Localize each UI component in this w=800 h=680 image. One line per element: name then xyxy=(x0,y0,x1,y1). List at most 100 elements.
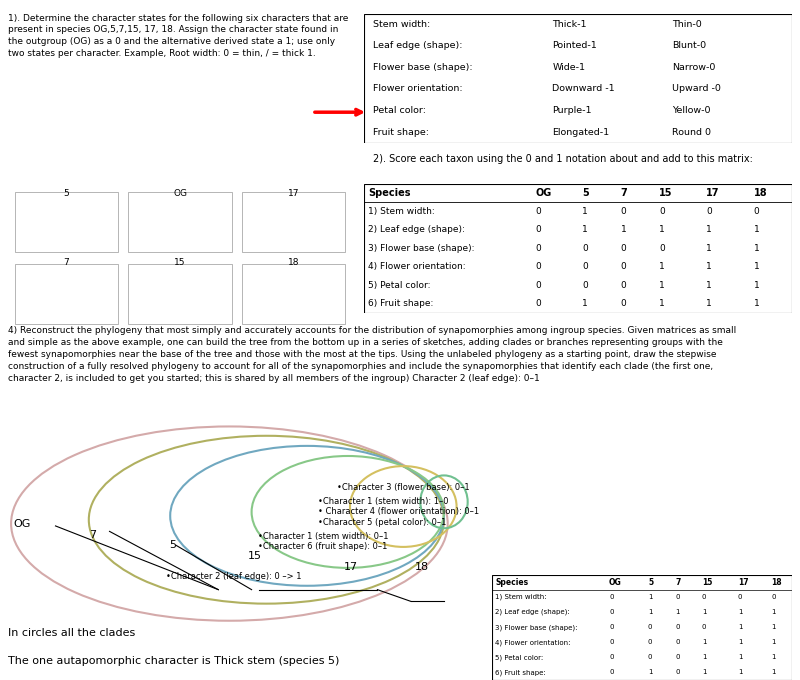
Text: Upward -0: Upward -0 xyxy=(672,84,721,93)
Text: 0: 0 xyxy=(659,243,665,253)
Text: 6) Fruit shape:: 6) Fruit shape: xyxy=(495,669,546,676)
Bar xyxy=(15,264,118,324)
Text: 1: 1 xyxy=(659,281,665,290)
Text: 1) Stem width:: 1) Stem width: xyxy=(495,594,546,600)
Text: OG: OG xyxy=(535,188,551,198)
Text: 1: 1 xyxy=(771,654,775,660)
Text: 18: 18 xyxy=(288,258,299,267)
Text: 0: 0 xyxy=(621,243,626,253)
Text: 0: 0 xyxy=(771,594,775,600)
Text: Pointed-1: Pointed-1 xyxy=(552,41,597,50)
Text: •Character 1 (stem width): 1–0: •Character 1 (stem width): 1–0 xyxy=(318,497,449,507)
Text: 0: 0 xyxy=(648,654,653,660)
Text: 3) Flower base (shape):: 3) Flower base (shape): xyxy=(368,243,474,253)
Text: 1: 1 xyxy=(754,281,759,290)
Text: 1: 1 xyxy=(621,225,626,234)
Text: 0: 0 xyxy=(702,624,706,630)
Text: 2) Leaf edge (shape):: 2) Leaf edge (shape): xyxy=(368,225,465,234)
Text: 0: 0 xyxy=(621,262,626,271)
Text: 0: 0 xyxy=(702,594,706,600)
Text: 15: 15 xyxy=(659,188,673,198)
Text: 0: 0 xyxy=(675,594,679,600)
Text: 0: 0 xyxy=(609,654,614,660)
Text: 1: 1 xyxy=(582,299,588,308)
Text: 5: 5 xyxy=(648,577,653,587)
Text: •Character 3 (flower base): 0–1: •Character 3 (flower base): 0–1 xyxy=(337,483,470,492)
Text: The one autapomorphic character is Thick stem (species 5): The one autapomorphic character is Thick… xyxy=(8,656,339,666)
Text: Thin-0: Thin-0 xyxy=(672,20,702,29)
Text: 1: 1 xyxy=(702,609,706,615)
Text: Wide-1: Wide-1 xyxy=(552,63,586,72)
Text: 0: 0 xyxy=(675,624,679,630)
Text: 6) Fruit shape:: 6) Fruit shape: xyxy=(368,299,434,308)
Text: 0: 0 xyxy=(675,639,679,645)
Text: Fruit shape:: Fruit shape: xyxy=(373,128,429,137)
Text: 0: 0 xyxy=(621,299,626,308)
Text: 1: 1 xyxy=(706,281,712,290)
Text: 1: 1 xyxy=(706,243,712,253)
Text: 0: 0 xyxy=(535,299,541,308)
Text: 0: 0 xyxy=(706,207,712,216)
Text: 1: 1 xyxy=(754,299,759,308)
Text: 2). Score each taxon using the 0 and 1 notation about and add to this matrix:: 2). Score each taxon using the 0 and 1 n… xyxy=(373,154,753,164)
Text: 1: 1 xyxy=(648,609,653,615)
Text: 1: 1 xyxy=(702,654,706,660)
Text: 0: 0 xyxy=(609,639,614,645)
Bar xyxy=(15,192,118,252)
Text: Yellow-0: Yellow-0 xyxy=(672,106,710,115)
Text: 17: 17 xyxy=(738,577,749,587)
Text: 0: 0 xyxy=(582,262,588,271)
Text: 1: 1 xyxy=(771,670,775,675)
Text: 7: 7 xyxy=(89,530,96,540)
Text: 0: 0 xyxy=(675,670,679,675)
Bar xyxy=(242,192,345,252)
Text: 17: 17 xyxy=(706,188,720,198)
Text: 1: 1 xyxy=(702,639,706,645)
Text: Round 0: Round 0 xyxy=(672,128,711,137)
Text: 1: 1 xyxy=(738,670,742,675)
Text: • Character 4 (flower orientation): 0–1: • Character 4 (flower orientation): 0–1 xyxy=(318,507,479,516)
Text: 0: 0 xyxy=(535,262,541,271)
Text: Elongated-1: Elongated-1 xyxy=(552,128,610,137)
Text: Species: Species xyxy=(368,188,410,198)
Text: 1: 1 xyxy=(771,624,775,630)
Text: 18: 18 xyxy=(771,577,782,587)
Text: 5: 5 xyxy=(582,188,589,198)
Text: 1: 1 xyxy=(754,225,759,234)
Text: 15: 15 xyxy=(248,551,262,561)
Text: 0: 0 xyxy=(582,243,588,253)
Text: 5) Petal color:: 5) Petal color: xyxy=(495,654,543,661)
Text: 1: 1 xyxy=(706,299,712,308)
Bar xyxy=(242,264,345,324)
Text: 1: 1 xyxy=(706,262,712,271)
Text: Narrow-0: Narrow-0 xyxy=(672,63,715,72)
Text: 0: 0 xyxy=(609,624,614,630)
Text: 1: 1 xyxy=(754,262,759,271)
Bar xyxy=(128,192,232,252)
Text: Downward -1: Downward -1 xyxy=(552,84,615,93)
Text: Stem width:: Stem width: xyxy=(373,20,430,29)
Text: 18: 18 xyxy=(414,562,429,572)
Text: •Character 6 (fruit shape): 0–1: •Character 6 (fruit shape): 0–1 xyxy=(258,542,387,551)
Text: 0: 0 xyxy=(609,594,614,600)
Text: Flower orientation:: Flower orientation: xyxy=(373,84,462,93)
Text: 1: 1 xyxy=(702,670,706,675)
Text: 1: 1 xyxy=(738,654,742,660)
Text: 1: 1 xyxy=(706,225,712,234)
Text: 0: 0 xyxy=(535,281,541,290)
Text: 1: 1 xyxy=(659,262,665,271)
Text: 1: 1 xyxy=(675,609,679,615)
Text: Thick-1: Thick-1 xyxy=(552,20,587,29)
Text: 0: 0 xyxy=(659,207,665,216)
Text: 0: 0 xyxy=(609,609,614,615)
Text: 7: 7 xyxy=(621,188,627,198)
Text: 1: 1 xyxy=(648,594,653,600)
Text: 4) Flower orientation:: 4) Flower orientation: xyxy=(368,262,466,271)
Text: 0: 0 xyxy=(609,670,614,675)
Text: 7: 7 xyxy=(675,577,680,587)
Text: 17: 17 xyxy=(344,562,358,572)
Text: 1: 1 xyxy=(582,207,588,216)
Text: 0: 0 xyxy=(621,207,626,216)
Text: 1: 1 xyxy=(738,624,742,630)
Text: 0: 0 xyxy=(621,281,626,290)
